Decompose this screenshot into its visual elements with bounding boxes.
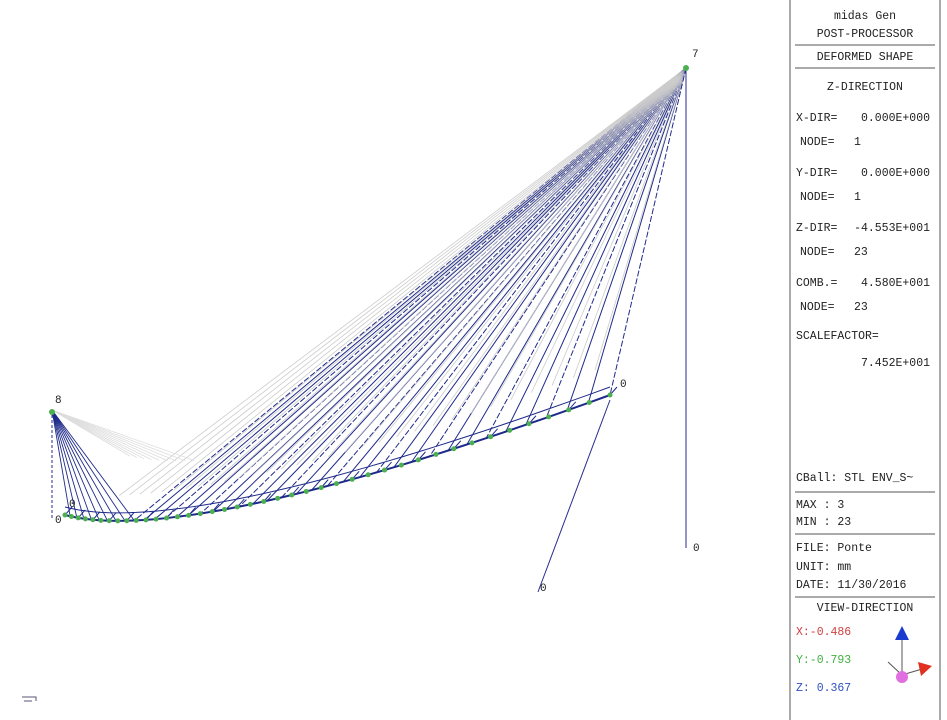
node-label: NODE= [800,301,835,314]
node-label: NODE= [800,191,835,204]
node-value: 1 [854,136,861,149]
node [210,509,215,514]
node [382,468,387,473]
result-value: -4.553E+001 [854,222,930,235]
node [143,517,148,522]
view-z: Z: 0.367 [796,682,851,695]
node-number: 0 [69,499,76,511]
node [334,481,339,486]
node [319,485,324,490]
view-x: X:-0.486 [796,626,851,639]
min: MIN : 23 [796,516,851,529]
node [507,428,512,433]
unit: UNIT: mm [796,561,851,574]
node [134,518,139,523]
node [304,489,309,494]
node [90,517,95,522]
view-y: Y:-0.793 [796,654,851,667]
node [275,496,280,501]
node [49,409,55,415]
app-name: midas Gen [834,10,896,23]
node [289,493,294,498]
node [235,505,240,510]
node-value: 23 [854,301,868,314]
node [261,499,266,504]
node [186,513,191,518]
screen: 7800000 midas Gen POST-PROCESSOR DEFORME… [0,0,947,720]
node-number: 7 [692,49,699,61]
node [248,502,253,507]
node [175,514,180,519]
result-label: X-DIR= [796,112,838,125]
node-label: NODE= [800,246,835,259]
scale-label: SCALEFACTOR= [796,330,879,343]
node [546,414,551,419]
node [222,507,227,512]
node-number: 8 [55,395,62,407]
date: DATE: 11/30/2016 [796,579,907,592]
node-number: 0 [693,543,700,555]
node [124,518,129,523]
result-value: 0.000E+000 [861,167,930,180]
node [587,400,592,405]
result-label: Y-DIR= [796,167,838,180]
result-value: 0.000E+000 [861,112,930,125]
node [164,516,169,521]
node [451,446,456,451]
direction: Z-DIRECTION [827,81,903,94]
node [107,518,112,523]
node [566,407,571,412]
background [0,0,947,720]
node [608,393,613,398]
node-label: NODE= [800,136,835,149]
node [470,440,475,445]
node [154,517,159,522]
load-case: CBall: STL ENV_S~ [796,472,913,485]
node-value: 23 [854,246,868,259]
scale-value: 7.452E+001 [861,357,930,370]
node [198,511,203,516]
module-name: POST-PROCESSOR [817,28,914,41]
node [526,421,531,426]
node [76,515,81,520]
node [488,434,493,439]
node [683,65,689,71]
node-number: 0 [55,515,62,527]
mode: DEFORMED SHAPE [817,51,914,64]
node [350,477,355,482]
result-label: COMB.= [796,277,838,290]
result-label: Z-DIR= [796,222,838,235]
result-value: 4.580E+001 [861,277,930,290]
node [83,516,88,521]
node [399,463,404,468]
node [366,472,371,477]
node-number: 0 [540,583,547,595]
node [98,518,103,523]
node-value: 1 [854,191,861,204]
node [416,457,421,462]
max: MAX : 3 [796,499,844,512]
node [63,513,68,518]
node [69,514,74,519]
node [115,518,120,523]
view-title: VIEW-DIRECTION [817,602,914,615]
node [433,452,438,457]
node-number: 0 [620,379,627,391]
file: FILE: Ponte [796,542,872,555]
